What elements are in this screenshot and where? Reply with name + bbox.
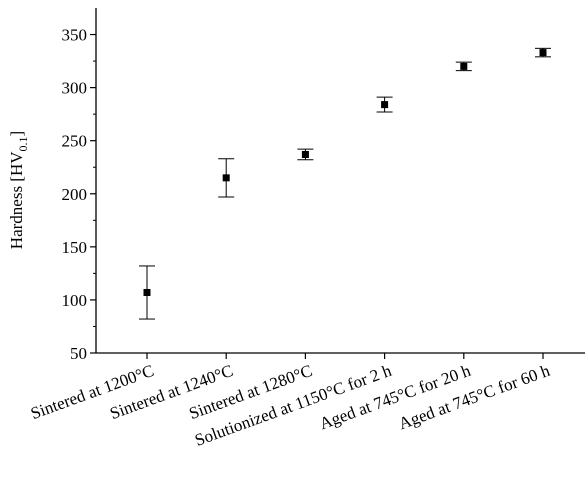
y-tick-label: 50 <box>70 344 87 363</box>
y-axis-title-close: ] <box>7 131 26 137</box>
y-tick-label: 250 <box>62 132 88 151</box>
data-point <box>460 62 468 70</box>
y-axis-title-main: Hardness [HV <box>7 151 26 249</box>
y-tick-label: 200 <box>62 185 88 204</box>
y-tick-label: 150 <box>62 238 88 257</box>
y-tick-label: 350 <box>62 26 88 45</box>
y-axis-title: Hardness [HV0.1] <box>7 131 30 249</box>
data-point <box>222 174 230 182</box>
y-tick-label: 300 <box>62 79 88 98</box>
y-axis-ticks: 50 100 150 200 250 300 350 <box>62 26 96 363</box>
y-axis-title-subscript: 0.1 <box>16 136 30 151</box>
data-point <box>539 49 547 57</box>
data-points <box>143 49 547 296</box>
error-bars <box>139 47 551 320</box>
data-point <box>381 101 389 109</box>
data-point <box>143 288 151 296</box>
data-point <box>301 150 309 158</box>
y-tick-label: 100 <box>62 291 88 310</box>
axes <box>95 8 585 354</box>
